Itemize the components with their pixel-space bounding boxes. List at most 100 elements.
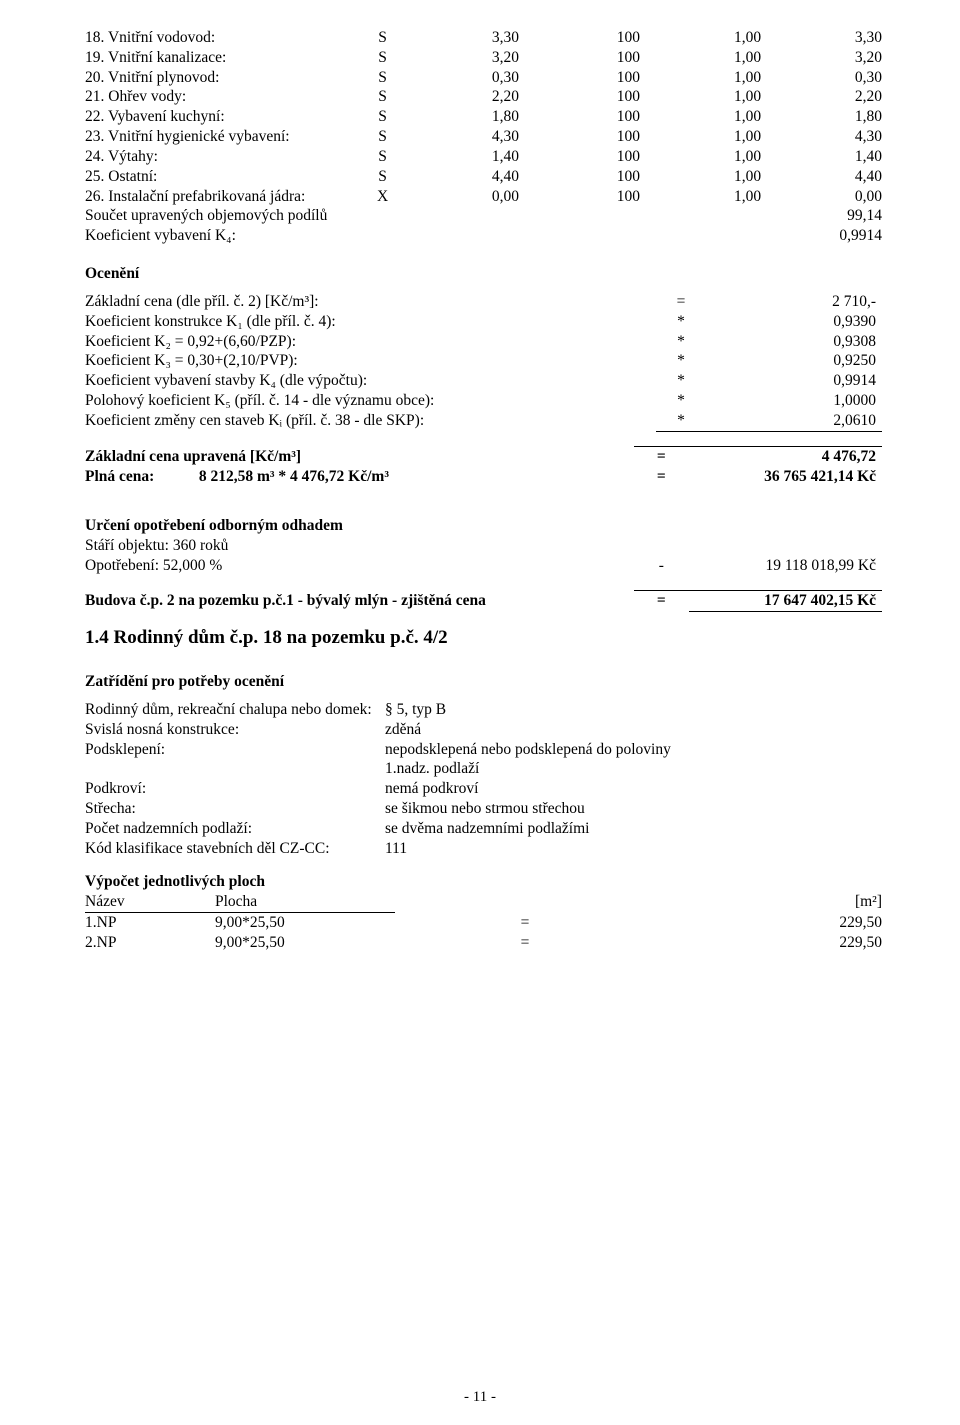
equip-col-b: 0,30 — [418, 68, 539, 88]
area-calc: 9,00*25,50 — [215, 933, 505, 953]
equip-label: 22. Vybavení kuchyní: — [85, 107, 347, 127]
class-value: § 5, typ B — [385, 700, 882, 720]
ocenen-row: Koeficient konstrukce K₁ (dle příl. č. 4… — [85, 312, 882, 332]
plna-label-b: 8 212,58 m³ * 4 476,72 Kč/m³ — [199, 468, 389, 485]
equip-label: 18. Vnitřní vodovod: — [85, 28, 347, 48]
equip-col-e: 2,20 — [781, 87, 882, 107]
equip-col-e: 3,20 — [781, 48, 882, 68]
oc-value: 1,0000 — [706, 391, 882, 411]
equip-col-a: S — [347, 107, 418, 127]
class-row: Kód klasifikace stavebních děl CZ-CC:111 — [85, 839, 882, 859]
equip-label: 24. Výtahy: — [85, 147, 347, 167]
equip-row: 21. Ohřev vody:S2,201001,002,20 — [85, 87, 882, 107]
final-op: = — [634, 590, 689, 612]
zcu-label: Základní cena upravená [Kč/m³] — [85, 446, 634, 467]
areas-body: 1.NP9,00*25,50=229,502.NP9,00*25,50=229,… — [85, 913, 882, 953]
equip-col-a: S — [347, 167, 418, 187]
class-row: Počet nadzemních podlaží:se dvěma nadzem… — [85, 819, 882, 839]
oc-label: Koeficient K₂ = 0,92+(6,60/PZP): — [85, 332, 656, 352]
equip-col-b: 2,20 — [418, 87, 539, 107]
equip-label: 20. Vnitřní plynovod: — [85, 68, 347, 88]
equip-col-e: 1,40 — [781, 147, 882, 167]
section-1-4-heading: 1.4 Rodinný dům č.p. 18 na pozemku p.č. … — [85, 626, 882, 650]
equip-row: 26. Instalační prefabrikovaná jádra:X0,0… — [85, 187, 882, 207]
equip-row: 19. Vnitřní kanalizace:S3,201001,003,20 — [85, 48, 882, 68]
wear-heading: Určení opotřebení odborným odhadem — [85, 516, 882, 536]
equip-col-a: S — [347, 28, 418, 48]
equip-col-e: 0,00 — [781, 187, 882, 207]
equip-col-d: 1,00 — [660, 127, 781, 147]
class-label: Střecha: — [85, 799, 385, 819]
area-row: 1.NP9,00*25,50=229,50 — [85, 913, 882, 933]
oc-label: Základní cena (dle příl. č. 2) [Kč/m³]: — [85, 292, 656, 312]
totals-table: Základní cena upravená [Kč/m³] = 4 476,7… — [85, 446, 882, 487]
areas-col-c: [m²] — [395, 892, 882, 913]
equip-col-c: 100 — [539, 48, 660, 68]
equip-row: 20. Vnitřní plynovod:S0,301001,000,30 — [85, 68, 882, 88]
equip-row: 18. Vnitřní vodovod:S3,301001,003,30 — [85, 28, 882, 48]
ocenen-heading: Ocenění — [85, 264, 882, 284]
oc-value: 0,9914 — [706, 371, 882, 391]
wear-age: Stáří objektu: 360 roků — [85, 536, 882, 556]
equip-col-b: 1,40 — [418, 147, 539, 167]
class-value: 1.nadz. podlaží — [385, 759, 882, 779]
class-label: Svislá nosná konstrukce: — [85, 720, 385, 740]
ocenen-table: Základní cena (dle příl. č. 2) [Kč/m³]:=… — [85, 292, 882, 432]
equip-row: 23. Vnitřní hygienické vybavení:S4,30100… — [85, 127, 882, 147]
areas-heading: Výpočet jednotlivých ploch — [85, 872, 882, 892]
area-row: 2.NP9,00*25,50=229,50 — [85, 933, 882, 953]
oc-value: 0,9250 — [706, 351, 882, 371]
classification-table: Rodinný dům, rekreační chalupa nebo dome… — [85, 700, 882, 859]
plna-label-a: Plná cena: — [85, 467, 195, 487]
page-number: - 11 - — [0, 1388, 960, 1407]
plna-op: = — [634, 467, 689, 487]
areas-col-a: Název — [85, 892, 215, 913]
class-label: Podkroví: — [85, 779, 385, 799]
equip-col-a: S — [347, 48, 418, 68]
equip-col-e: 4,30 — [781, 127, 882, 147]
final-value: 17 647 402,15 Kč — [689, 590, 882, 612]
ocenen-row: Základní cena (dle příl. č. 2) [Kč/m³]:=… — [85, 292, 882, 312]
oc-label: Polohový koeficient K₅ (příl. č. 14 - dl… — [85, 391, 656, 411]
equip-col-d: 1,00 — [660, 107, 781, 127]
equip-col-d: 1,00 — [660, 187, 781, 207]
wear-row: Opotřebení: 52,000 % - 19 118 018,99 Kč — [85, 556, 882, 576]
equip-col-b: 3,20 — [418, 48, 539, 68]
oc-value: 0,9308 — [706, 332, 882, 352]
equip-col-e: 1,80 — [781, 107, 882, 127]
sum-label: Součet upravených objemových podílů — [85, 206, 585, 226]
equip-col-c: 100 — [539, 187, 660, 207]
class-value: nepodsklepená nebo podsklepená do polovi… — [385, 740, 882, 760]
equip-label: 26. Instalační prefabrikovaná jádra: — [85, 187, 347, 207]
oc-value: 2,0610 — [706, 411, 882, 432]
equip-col-d: 1,00 — [660, 167, 781, 187]
oc-label: Koeficient K₃ = 0,30+(2,10/PVP): — [85, 351, 656, 371]
sum-value: 99,14 — [585, 206, 882, 226]
wear-value: 19 118 018,99 Kč — [689, 556, 882, 576]
equip-col-a: S — [347, 147, 418, 167]
equip-col-b: 4,40 — [418, 167, 539, 187]
equipment-table: 18. Vnitřní vodovod:S3,301001,003,3019. … — [85, 28, 882, 206]
equip-col-b: 3,30 — [418, 28, 539, 48]
oc-value: 2 710,- — [706, 292, 882, 312]
oc-op: * — [656, 312, 706, 332]
area-op: = — [505, 913, 545, 933]
equip-col-a: S — [347, 127, 418, 147]
ocenen-row: Koeficient změny cen staveb Kᵢ (příl. č.… — [85, 411, 882, 432]
equip-col-c: 100 — [539, 68, 660, 88]
oc-value: 0,9390 — [706, 312, 882, 332]
oc-op: * — [656, 371, 706, 391]
area-name: 1.NP — [85, 913, 215, 933]
equip-label: 23. Vnitřní hygienické vybavení: — [85, 127, 347, 147]
equip-row: 22. Vybavení kuchyní:S1,801001,001,80 — [85, 107, 882, 127]
equip-col-c: 100 — [539, 147, 660, 167]
area-value: 229,50 — [545, 913, 882, 933]
class-value: 111 — [385, 839, 882, 859]
equip-col-c: 100 — [539, 87, 660, 107]
equip-col-e: 3,30 — [781, 28, 882, 48]
equip-col-d: 1,00 — [660, 87, 781, 107]
equip-col-d: 1,00 — [660, 48, 781, 68]
class-label: Rodinný dům, rekreační chalupa nebo dome… — [85, 700, 385, 720]
class-label — [85, 759, 385, 779]
equip-col-e: 0,30 — [781, 68, 882, 88]
